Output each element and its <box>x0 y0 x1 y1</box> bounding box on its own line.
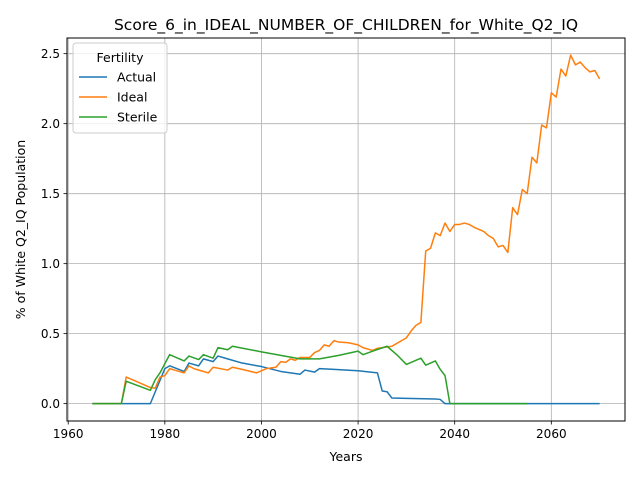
y-tick-label: 2.0 <box>41 117 60 131</box>
x-tick-label: 1980 <box>150 427 181 441</box>
legend-label-actual: Actual <box>117 70 156 85</box>
x-tick-label: 2060 <box>536 427 567 441</box>
x-axis-label: Years <box>329 449 363 464</box>
x-tick-label: 2020 <box>343 427 374 441</box>
legend-title: Fertility <box>97 50 145 65</box>
x-tick-label: 2040 <box>439 427 470 441</box>
y-tick-label: 1.0 <box>41 257 60 271</box>
y-tick-label: 1.5 <box>41 187 60 201</box>
axis-ticks: 1960 1980 2000 2020 2040 2060 0.0 0.5 1.0 1.5 2.0 2… <box>41 47 567 441</box>
legend-label-sterile: Sterile <box>117 110 158 125</box>
legend-label-ideal: Ideal <box>117 90 147 105</box>
y-tick-label: 0.0 <box>41 397 60 411</box>
series-line-sterile <box>92 345 528 405</box>
grid <box>67 38 625 421</box>
series-line-ideal <box>92 54 601 405</box>
series-line-actual <box>92 355 600 405</box>
plot-area-frame <box>66 37 626 422</box>
legend-items: Actual Ideal Sterile <box>79 70 158 125</box>
series-lines <box>92 54 601 405</box>
legend: Fertility Actual Ideal Sterile <box>72 42 168 134</box>
y-axis-label: % of White Q2_IQ Population <box>13 140 28 319</box>
y-tick-label: 0.5 <box>41 327 60 341</box>
y-tick-label: 2.5 <box>41 47 60 61</box>
x-tick-label: 1960 <box>53 427 84 441</box>
x-tick-label: 2000 <box>246 427 277 441</box>
chart-title: Score_6_in_IDEAL_NUMBER_OF_CHILDREN_for_… <box>114 16 578 35</box>
legend-box <box>72 42 168 134</box>
